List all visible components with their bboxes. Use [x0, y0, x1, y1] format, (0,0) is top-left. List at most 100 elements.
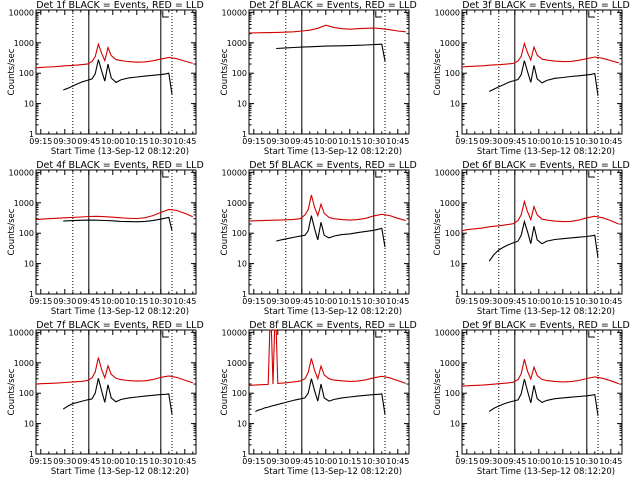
x-tick-label: 09:30	[266, 137, 289, 146]
x-tick-label: 09:15	[242, 137, 265, 146]
series-events-line	[488, 219, 599, 262]
x-axis-label: Start Time (13-Sep-12 08:12:20)	[264, 307, 402, 317]
plot-frame	[35, 9, 197, 135]
x-axis-label: Start Time (13-Sep-12 08:12:20)	[51, 467, 189, 477]
x-tick-label: 10:45	[173, 297, 196, 306]
y-axis-label: Counts/sec	[433, 368, 443, 415]
x-tick-label: 10:30	[149, 297, 172, 306]
panel-title: Det 2f BLACK = Events, RED = LLD	[249, 0, 417, 11]
x-tick-label: 09:30	[53, 297, 76, 306]
x-axis-label: Start Time (13-Sep-12 08:12:20)	[51, 147, 189, 157]
panel-title: Det 9f BLACK = Events, RED = LLD	[462, 320, 630, 331]
y-tick-label: 10	[24, 100, 34, 109]
y-tick-label: 10000	[9, 8, 34, 17]
y-tick-label: 1000	[227, 359, 247, 368]
y-tick-label: 1	[29, 450, 34, 459]
series-lld-line	[35, 42, 193, 69]
series-events-line	[488, 378, 599, 416]
series-lld-line	[35, 357, 193, 385]
detector-panel-1: Det 1f BLACK = Events, RED = LLD 1 10 100 10…	[7, 0, 204, 157]
y-tick-label: 100	[232, 69, 247, 78]
x-axis-label: Start Time (13-Sep-12 08:12:20)	[264, 147, 402, 157]
plot-frame	[461, 329, 623, 455]
x-tick-label: 09:15	[29, 137, 52, 146]
detector-panel-4: Det 4f BLACK = Events, RED = LLD 1 10 100 10…	[7, 160, 204, 317]
y-tick-label: 10000	[435, 168, 460, 177]
x-axis-label: Start Time (13-Sep-12 08:12:20)	[477, 147, 615, 157]
series-lld-line	[461, 199, 620, 232]
y-tick-label: 1	[455, 290, 460, 299]
y-tick-label: 10000	[435, 8, 460, 17]
y-tick-label: 1	[242, 130, 247, 139]
x-tick-label: 09:15	[455, 137, 478, 146]
x-tick-label: 10:45	[173, 457, 196, 466]
y-tick-label: 1000	[14, 199, 34, 208]
y-tick-label: 1	[29, 290, 34, 299]
x-tick-label: 10:45	[599, 457, 622, 466]
flag-icon	[375, 331, 382, 338]
series-events-line	[276, 43, 386, 62]
x-tick-label: 10:45	[173, 137, 196, 146]
x-tick-label: 09:15	[455, 457, 478, 466]
x-tick-label: 09:30	[266, 297, 289, 306]
x-tick-label: 10:00	[527, 297, 550, 306]
detector-panel-8: Det 8f BLACK = Events, RED = LLD 1 10 100 10…	[220, 320, 417, 477]
x-tick-label: 10:30	[575, 137, 598, 146]
y-axis-label: Counts/sec	[7, 368, 17, 415]
y-tick-label: 1	[242, 450, 247, 459]
x-tick-label: 10:00	[314, 137, 337, 146]
plot-frame	[35, 329, 197, 455]
x-tick-label: 09:45	[503, 297, 526, 306]
y-tick-label: 10	[237, 260, 247, 269]
panel-title: Det 1f BLACK = Events, RED = LLD	[36, 0, 204, 11]
y-tick-label: 10000	[9, 168, 34, 177]
x-tick-label: 10:00	[527, 137, 550, 146]
x-tick-label: 10:00	[101, 457, 124, 466]
x-tick-label: 10:00	[101, 297, 124, 306]
x-tick-label: 09:15	[242, 457, 265, 466]
x-tick-label: 09:45	[503, 457, 526, 466]
x-tick-label: 09:45	[290, 457, 313, 466]
y-tick-label: 100	[445, 389, 460, 398]
y-tick-label: 1	[455, 130, 460, 139]
y-tick-label: 1000	[14, 359, 34, 368]
plot-frame	[248, 9, 410, 135]
y-tick-label: 100	[445, 69, 460, 78]
panel-title: Det 7f BLACK = Events, RED = LLD	[36, 320, 204, 331]
x-tick-label: 09:45	[503, 137, 526, 146]
flag-icon	[375, 171, 382, 178]
x-tick-label: 10:30	[575, 297, 598, 306]
x-tick-label: 10:45	[599, 137, 622, 146]
y-axis-label: Counts/sec	[7, 48, 17, 95]
y-tick-label: 10	[450, 420, 460, 429]
flag-icon	[588, 171, 595, 178]
y-tick-label: 100	[19, 69, 34, 78]
x-tick-label: 10:30	[362, 297, 385, 306]
x-tick-label: 09:30	[479, 297, 502, 306]
x-tick-label: 09:30	[479, 457, 502, 466]
y-tick-label: 10000	[222, 8, 247, 17]
plot-frame	[461, 9, 623, 135]
x-tick-label: 10:00	[101, 137, 124, 146]
panel-title: Det 4f BLACK = Events, RED = LLD	[36, 160, 204, 171]
y-tick-label: 1000	[440, 39, 460, 48]
x-tick-label: 09:30	[479, 137, 502, 146]
y-axis-label: Counts/sec	[220, 48, 230, 95]
y-tick-label: 10	[450, 260, 460, 269]
flag-icon	[162, 331, 169, 338]
x-tick-label: 09:15	[455, 297, 478, 306]
series-events-line	[276, 215, 386, 248]
y-axis-label: Counts/sec	[7, 208, 17, 255]
y-tick-label: 10000	[222, 328, 247, 337]
series-events-line	[63, 59, 173, 95]
y-tick-label: 10	[24, 420, 34, 429]
detector-panel-7: Det 7f BLACK = Events, RED = LLD 1 10 100 10…	[7, 320, 204, 477]
series-lld-line	[248, 329, 406, 386]
flag-icon	[588, 11, 595, 18]
flag-icon	[375, 11, 382, 18]
x-tick-label: 10:15	[551, 457, 574, 466]
plot-frame	[248, 329, 410, 455]
detector-panel-9: Det 9f BLACK = Events, RED = LLD 1 10 100 10…	[433, 320, 630, 477]
y-tick-label: 10	[450, 100, 460, 109]
plot-frame	[461, 169, 623, 295]
